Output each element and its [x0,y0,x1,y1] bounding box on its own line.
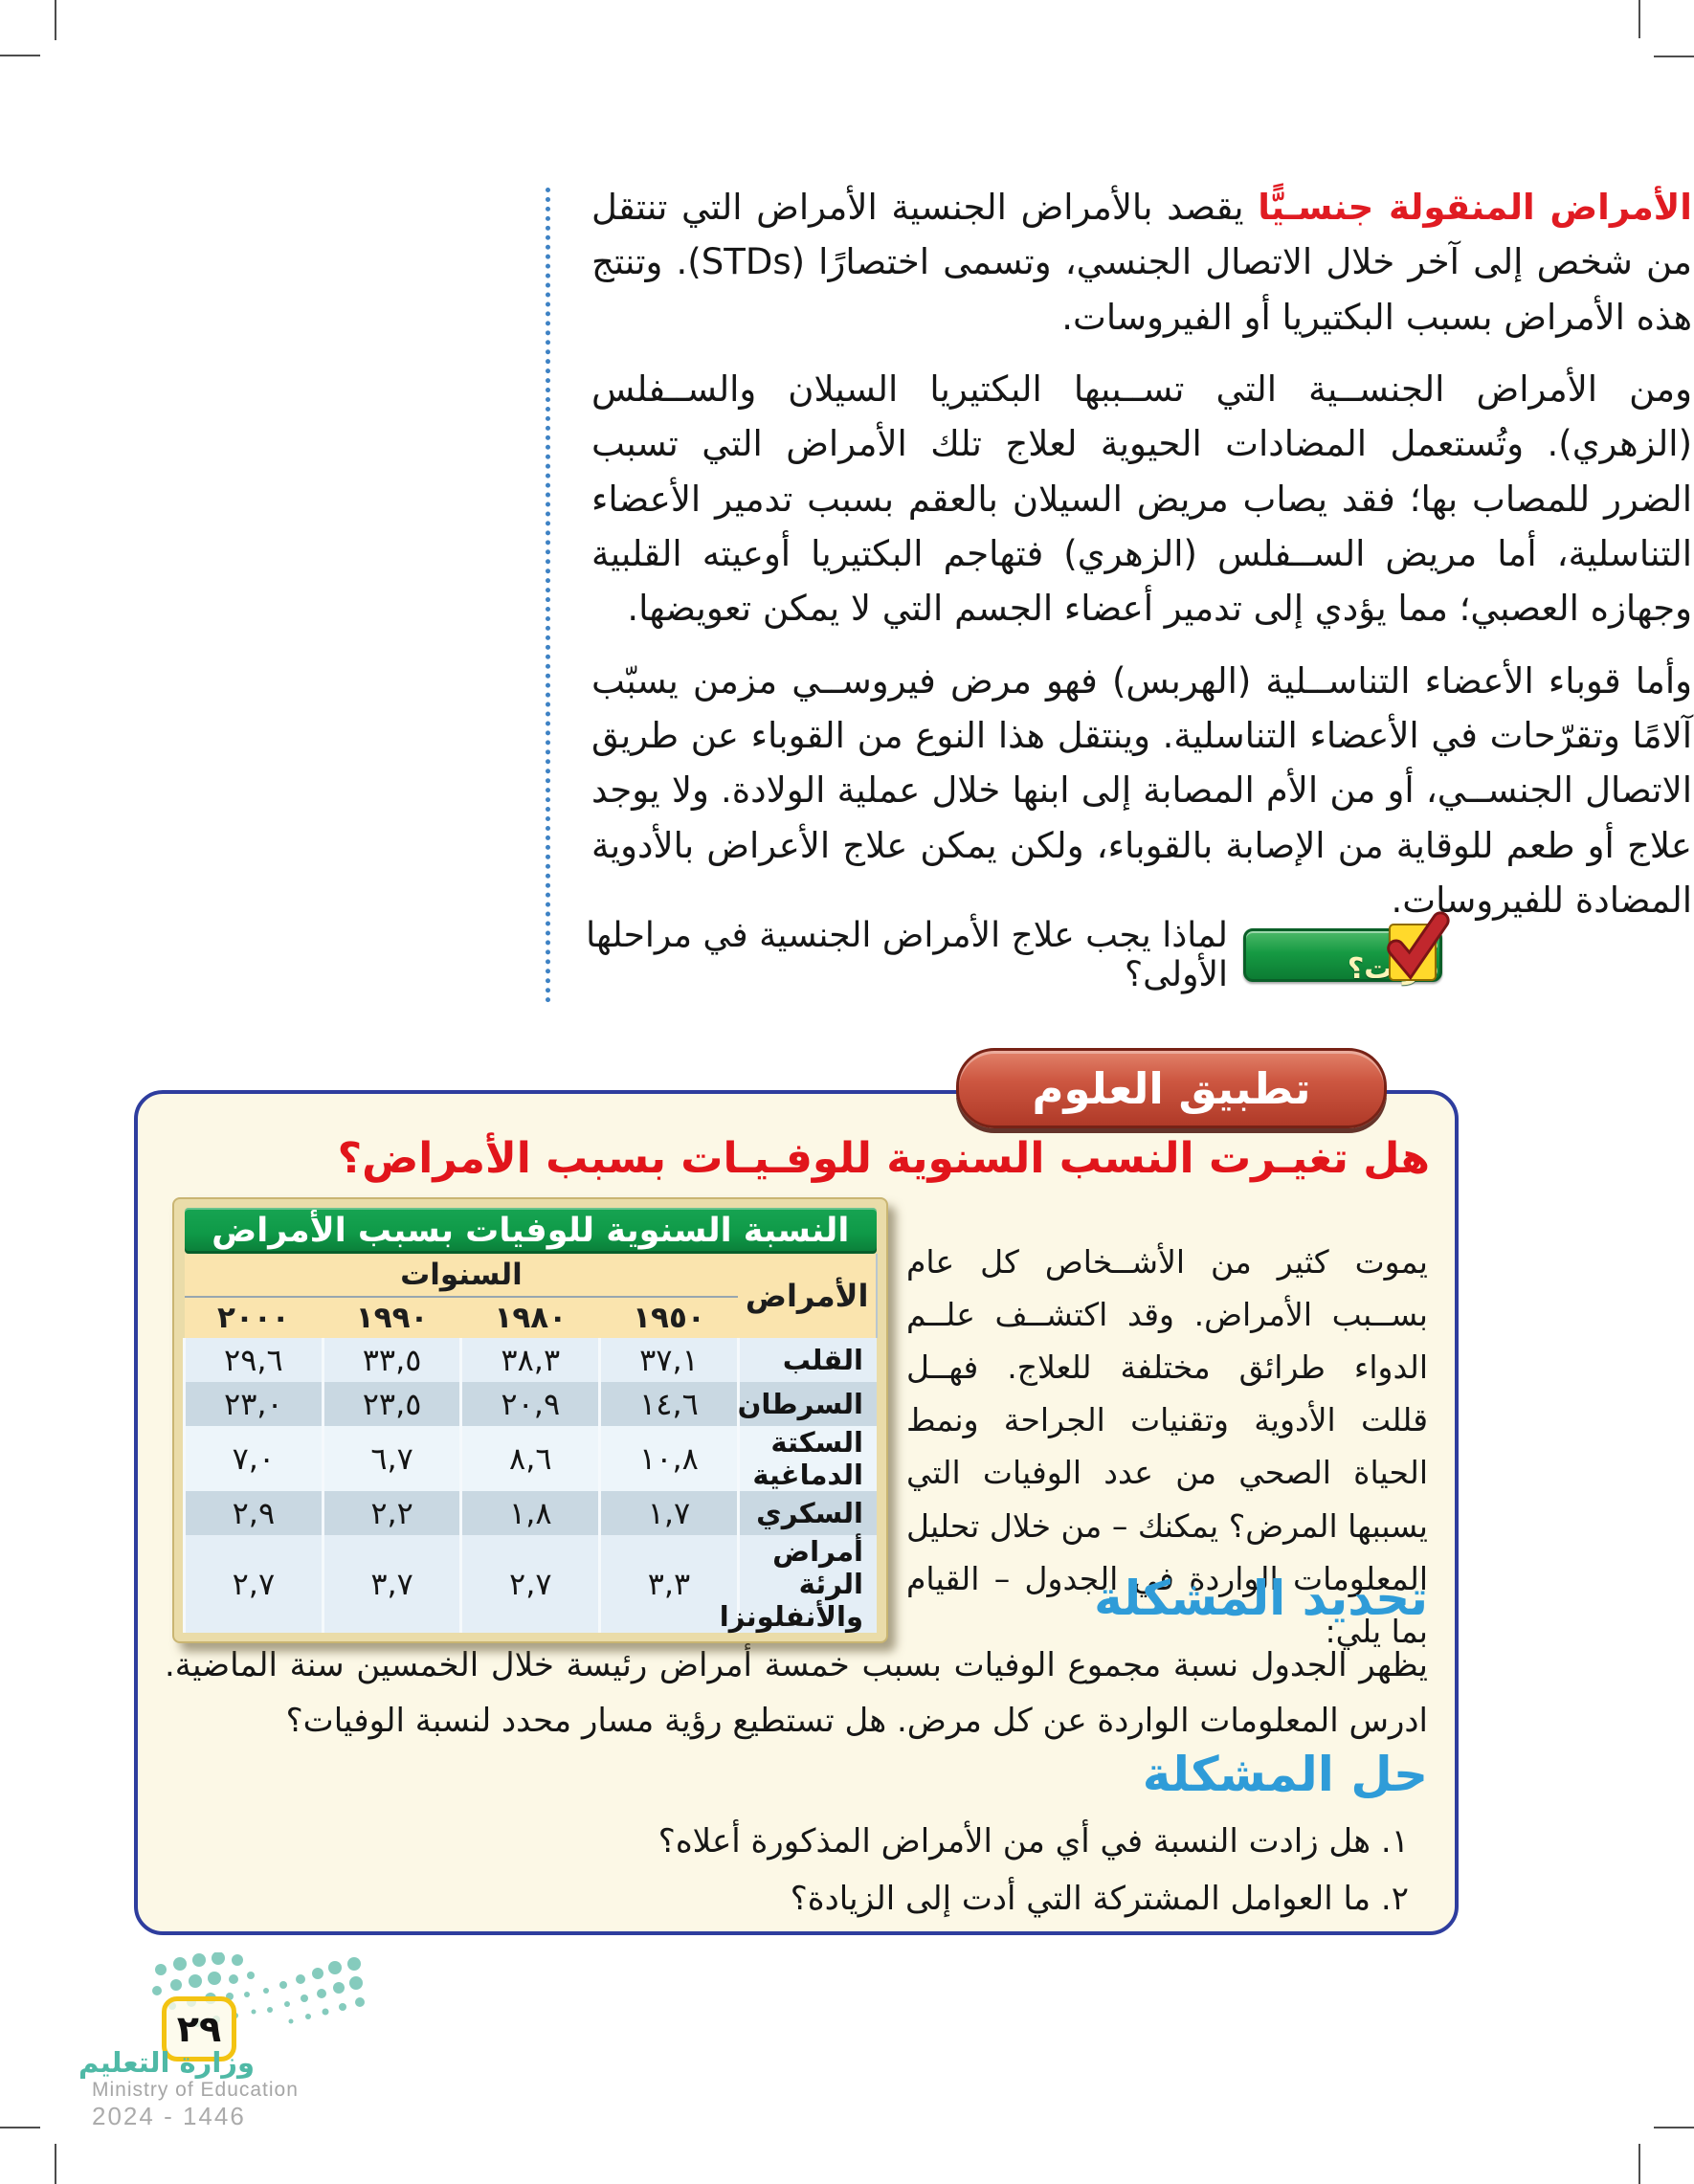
table-row: السرطان ١٤,٦ ٢٠,٩ ٢٣,٥ ٢٣,٠ [183,1382,877,1426]
science-intro-paragraph: يموت كثير من الأشــخاص كل عام بســبب الأ… [906,1243,1428,1650]
mortality-table: النسبة السنوية للوفيات بسبب الأمراض الأم… [172,1197,888,1643]
table-row: أمراض الرئة والأنفلونزا ٣,٣ ٢,٧ ٣,٧ ٢,٧ [183,1535,877,1633]
cell-value: ٣٣,٥ [321,1338,461,1382]
std-definition-text: يقصد بالأمراض الجنسية الأمراض التي تنتقل… [591,187,1692,338]
crop-mark-bottom-left-v [55,2144,56,2184]
paragraph-bacterial-stds: ومن الأمراض الجنســية التي تســببها البك… [591,368,1692,630]
cell-value: ٢٣,٥ [321,1382,461,1426]
cell-value: ٢,٩ [183,1491,323,1535]
cell-value: ٢٣,٠ [183,1382,323,1426]
cell-value: ٨,٦ [459,1426,600,1491]
science-application-box: هل تغيـرت النسب السنوية للوفـيـات بسبب ا… [134,1090,1459,1935]
solve-item-2: ٢. ما العوامل المشتركة التي أدت إلى الزي… [790,1879,1409,1918]
reading-check-question: لماذا يجب علاج الأمراض الجنسية في مراحله… [586,916,1228,994]
reading-check-row: ماذا قرأت؟ لماذا يجب علاج الأمراض الجنسي… [531,911,1450,994]
cell-value: ٢,٢ [321,1491,461,1535]
identify-problem-text: يظهر الجدول نسبة مجموع الوفيات بسبب خمسة… [165,1646,1428,1741]
table-row: القلب ٣٧,١ ٣٨,٣ ٣٣,٥ ٢٩,٦ [183,1338,877,1382]
paragraph-std-definition: الأمراض المنقولة جنسـيًّا يقصد بالأمراض … [591,180,1692,345]
table-title: النسبة السنوية للوفيات بسبب الأمراض [184,1208,877,1254]
table-col-group-years: السنوات [184,1254,739,1298]
solve-item-1: ١. هل زادت النسبة في أي من الأمراض المذك… [658,1822,1409,1861]
year-header: ١٩٥٠ [599,1297,739,1338]
crop-mark-bottom-left-h [0,2127,40,2128]
ministry-dots-pattern [152,1952,365,2027]
cell-value: ١,٨ [459,1491,600,1535]
year-header: ١٩٨٠ [460,1297,600,1338]
cell-value: ١,٧ [598,1491,739,1535]
page-number: ٢٩ [176,2008,222,2050]
page-number-badge: ٢٩ [162,1996,236,2061]
year-header: ٢٠٠٠ [184,1297,323,1338]
identify-problem-heading: تحديد المشكلة [1094,1571,1429,1626]
cell-value: ٢٠,٩ [459,1382,600,1426]
cell-value: ٧,٠ [183,1426,323,1491]
cell-value: ١٠,٨ [598,1426,739,1491]
cell-value: ٣,٧ [321,1535,461,1633]
dotted-margin-rule [546,188,550,1003]
disease-name: القلب [736,1338,877,1382]
cell-value: ٢,٧ [183,1535,323,1633]
science-box-heading: هل تغيـرت النسب السنوية للوفـيـات بسبب ا… [337,1134,1430,1183]
cell-value: ٦,٧ [321,1426,461,1491]
solve-problem-heading: حل المشكلة [1142,1747,1429,1802]
crop-mark-top-right-h [1654,56,1694,57]
cell-value: ٢٩,٦ [183,1338,323,1382]
cell-value: ٣٧,١ [598,1338,739,1382]
ministry-logo-arabic: وزارة التعليم [78,2046,255,2079]
ministry-edition-years: 2024 - 1446 [92,2102,246,2130]
crop-mark-top-left-h [0,55,40,56]
crop-mark-bottom-right-v [1638,2144,1640,2184]
reading-check-button[interactable]: ماذا قرأت؟ [1243,911,1450,984]
cell-value: ٢,٧ [459,1535,600,1633]
science-application-banner: تطبيق العلوم [956,1048,1387,1128]
crop-mark-top-left-v [55,0,56,40]
cell-value: ٣,٣ [598,1535,739,1633]
table-col-diseases: الأمراض [738,1254,878,1338]
table-row: السكري ١,٧ ١,٨ ٢,٢ ٢,٩ [183,1491,877,1535]
disease-name: السكتة الدماغية [736,1426,877,1491]
table-row: السكتة الدماغية ١٠,٨ ٨,٦ ٦,٧ ٧,٠ [183,1426,877,1491]
paragraph-herpes: وأما قوباء الأعضاء التناســلية (الهربس) … [591,659,1692,922]
checkmark-icon [1387,911,1450,981]
std-term-lead: الأمراض المنقولة جنسـيًّا [1258,187,1692,228]
crop-mark-bottom-right-h [1654,2127,1694,2128]
disease-name: أمراض الرئة والأنفلونزا [720,1535,877,1633]
cell-value: ٣٨,٣ [459,1338,600,1382]
main-text-column: الأمراض المنقولة جنسـيًّا يقصد بالأمراض … [591,180,1692,945]
solve-problem-items: ١. هل زادت النسبة في أي من الأمراض المذك… [658,1814,1409,1928]
cell-value: ١٤,٦ [598,1382,739,1426]
year-header: ١٩٩٠ [323,1297,461,1338]
disease-name: السرطان [736,1382,877,1426]
disease-name: السكري [736,1491,877,1535]
ministry-name-english: Ministry of Education [92,2079,299,2101]
crop-mark-top-right-v [1638,0,1640,38]
